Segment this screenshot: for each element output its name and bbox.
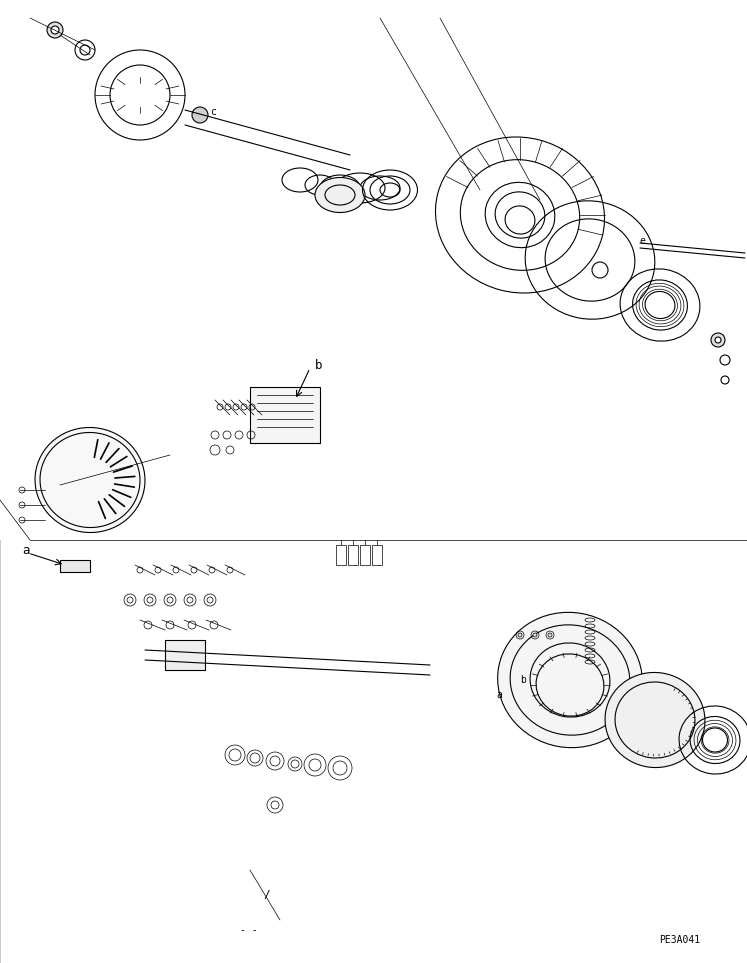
Bar [348,545,358,565]
Bar [360,545,370,565]
Circle shape [518,633,522,637]
Ellipse shape [35,428,145,533]
Bar [165,640,205,670]
Text: /: / [264,890,270,900]
Bar [336,545,346,565]
Text: b: b [520,675,526,685]
Circle shape [192,107,208,123]
Text: b: b [315,358,323,372]
Text: e: e [639,236,645,246]
Bar [372,545,382,565]
Circle shape [715,337,721,343]
Circle shape [47,22,63,38]
Text: a: a [496,690,502,700]
Bar [60,560,90,572]
Text: - -: - - [240,925,258,935]
Ellipse shape [498,612,642,747]
Text: PE3A041: PE3A041 [659,935,700,945]
Circle shape [548,633,552,637]
Text: a: a [22,543,29,557]
Text: c: c [210,107,216,117]
Circle shape [711,333,725,347]
Ellipse shape [605,672,705,768]
Circle shape [533,633,537,637]
Ellipse shape [315,177,365,213]
Bar [250,387,320,443]
Circle shape [51,26,59,34]
